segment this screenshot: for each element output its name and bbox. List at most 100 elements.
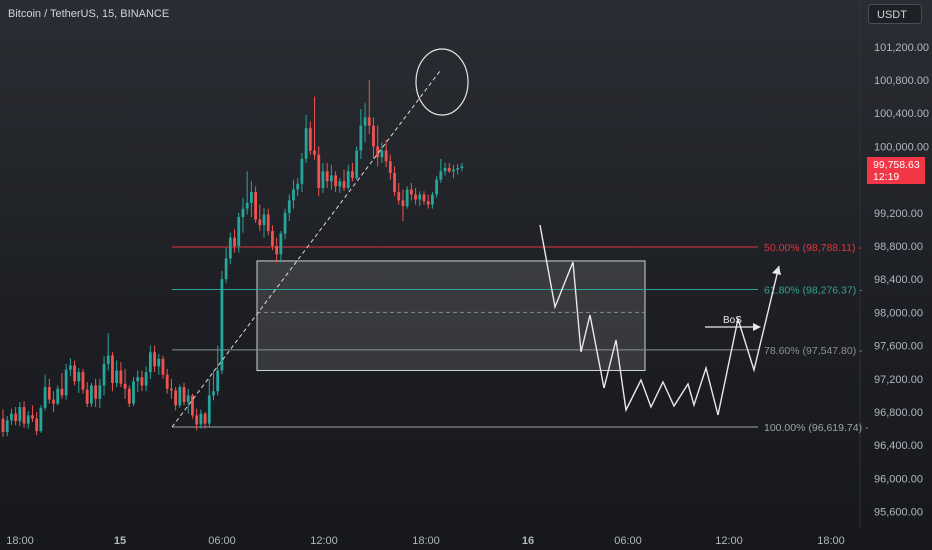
candle	[195, 408, 199, 431]
candle	[237, 212, 241, 253]
candle	[60, 372, 64, 399]
candle-body	[456, 167, 460, 170]
candle-body	[447, 167, 451, 172]
candle-body	[85, 389, 89, 404]
candle-body	[127, 388, 131, 404]
candle	[241, 197, 245, 233]
candle	[452, 164, 455, 178]
y-tick-label: 96,400.00	[874, 440, 923, 452]
candle-body	[401, 200, 405, 207]
candle-body	[123, 383, 127, 389]
candle-body	[182, 387, 186, 403]
candle	[426, 194, 430, 209]
candle	[287, 194, 291, 222]
candle	[321, 163, 325, 193]
candle	[144, 366, 148, 392]
candle	[22, 401, 26, 428]
candle-body	[140, 377, 144, 386]
candle	[313, 96, 316, 160]
candle	[393, 166, 396, 197]
candle	[435, 176, 439, 198]
candle-body	[439, 171, 443, 180]
x-tick-label: 18:00	[817, 535, 845, 547]
candle-body	[380, 150, 384, 158]
candle-body	[308, 128, 312, 151]
candle-body	[443, 167, 447, 172]
candle	[140, 370, 144, 392]
candle-body	[372, 125, 375, 147]
candle	[5, 416, 9, 437]
candle-body	[287, 200, 291, 213]
candle	[376, 125, 380, 167]
candle-body	[203, 413, 207, 424]
y-tick-label: 97,600.00	[874, 341, 923, 353]
candle-body	[157, 358, 161, 367]
candle-body	[56, 388, 60, 404]
candle-body	[254, 192, 257, 220]
candle-body	[191, 395, 194, 416]
candle	[443, 163, 447, 176]
candle	[186, 388, 190, 414]
candle	[456, 163, 460, 175]
candle-body	[64, 369, 68, 396]
candle	[73, 360, 76, 386]
candle-body	[397, 192, 401, 201]
candle	[178, 384, 182, 408]
currency-button[interactable]: USDT	[868, 4, 922, 24]
candle	[447, 163, 451, 173]
candle-body	[212, 391, 215, 396]
projection-arrowhead	[772, 266, 781, 275]
candle-body	[170, 388, 173, 391]
candle	[35, 412, 39, 436]
candle	[363, 103, 367, 143]
candle	[111, 352, 114, 392]
candle-body	[22, 407, 26, 424]
candle-body	[296, 183, 300, 190]
x-tick-label: 06:00	[208, 535, 236, 547]
last-price-tag: 99,758.63 12:19	[867, 157, 925, 184]
candle-body	[90, 385, 93, 404]
candle-body	[452, 169, 455, 172]
fib-level-label: 50.00% (98,788.11) -	[764, 242, 862, 254]
candle-body	[409, 189, 413, 195]
candle	[342, 169, 346, 192]
y-tick-label: 100,800.00	[874, 75, 929, 87]
candle	[233, 229, 236, 253]
candle	[191, 393, 194, 419]
countdown-timer: 12:19	[873, 171, 900, 183]
candle-body	[262, 214, 266, 226]
candle	[422, 191, 426, 205]
candle-body	[207, 395, 211, 424]
candle-body	[220, 279, 224, 371]
candle-body	[10, 413, 13, 421]
candle-body	[359, 125, 363, 151]
candle-body	[279, 233, 283, 255]
y-tick-label: 101,200.00	[874, 42, 929, 54]
candle	[64, 363, 68, 400]
candle	[52, 391, 55, 412]
candle	[123, 368, 127, 399]
candle	[136, 370, 140, 393]
candle-body	[31, 415, 34, 419]
candle-body	[115, 370, 119, 383]
fib-level-label: 100.00% (96,619.74) -	[764, 422, 869, 434]
candle-body	[111, 355, 114, 383]
candle-body	[346, 171, 350, 188]
x-tick-label: 06:00	[614, 535, 642, 547]
candle	[296, 177, 300, 197]
candle-body	[418, 194, 422, 200]
candle	[405, 186, 409, 209]
candle	[325, 163, 329, 188]
candle	[283, 208, 287, 240]
candle-body	[283, 212, 287, 234]
candle	[266, 208, 270, 236]
bos-arrowhead	[753, 323, 761, 331]
candle	[102, 356, 106, 396]
candle	[220, 270, 224, 374]
candle-body	[435, 179, 439, 195]
candle	[119, 362, 123, 388]
candle-body	[73, 365, 76, 382]
candle	[431, 192, 434, 209]
candle-body	[342, 181, 346, 188]
